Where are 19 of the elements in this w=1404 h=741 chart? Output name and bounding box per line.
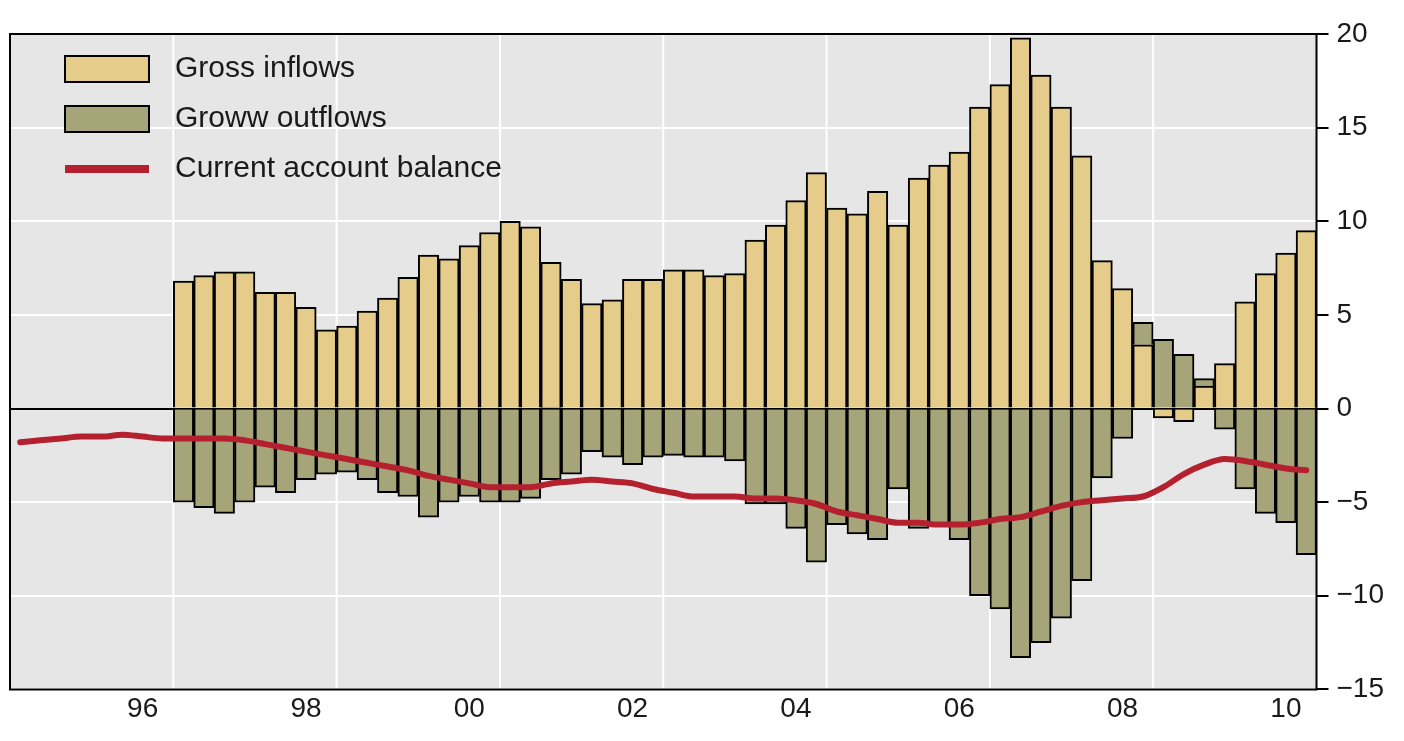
x-tick-label: 10 xyxy=(1270,691,1302,723)
x-tick-label: 02 xyxy=(617,691,649,723)
y-tick-label: −10 xyxy=(1336,578,1384,610)
y-tick-label: −15 xyxy=(1336,672,1384,704)
y-tick-label: 5 xyxy=(1336,297,1353,329)
legend-label: Gross inflows xyxy=(175,50,356,84)
y-tick-label: 20 xyxy=(1336,16,1368,48)
x-tick-label: 04 xyxy=(780,691,812,723)
x-tick-label: 08 xyxy=(1106,691,1139,723)
legend-label: Groww outflows xyxy=(175,100,387,134)
y-tick-label: 10 xyxy=(1336,203,1368,235)
x-tick-label: 96 xyxy=(127,691,159,723)
x-tick-label: 98 xyxy=(290,691,322,723)
x-tick-label: 06 xyxy=(943,691,975,723)
y-tick-label: 0 xyxy=(1336,391,1353,423)
y-tick-label: 15 xyxy=(1336,110,1368,142)
x-tick-label: 00 xyxy=(453,691,485,723)
legend-label: Current account balance xyxy=(175,150,502,184)
y-tick-label: −5 xyxy=(1336,484,1369,516)
